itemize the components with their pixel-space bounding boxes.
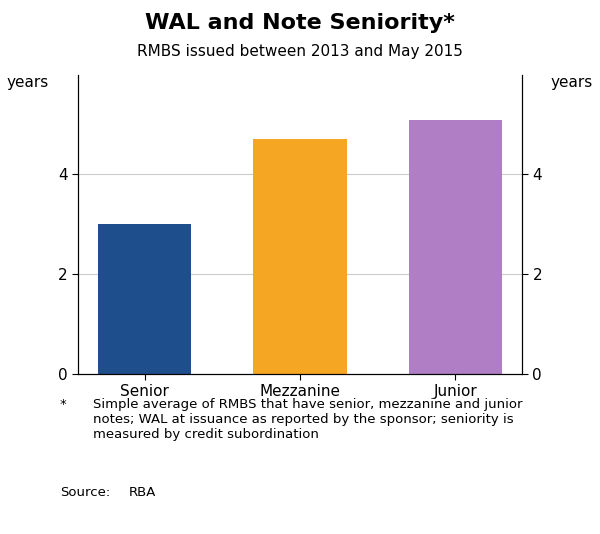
Text: years: years [551, 75, 593, 90]
Text: Source:: Source: [60, 486, 110, 499]
Text: years: years [7, 75, 49, 90]
Text: RMBS issued between 2013 and May 2015: RMBS issued between 2013 and May 2015 [137, 44, 463, 59]
Bar [253, 138, 347, 374]
Bar [98, 224, 191, 374]
Bar [409, 120, 502, 374]
Text: WAL and Note Seniority*: WAL and Note Seniority* [145, 13, 455, 33]
Text: *: * [60, 398, 67, 411]
Text: Simple average of RMBS that have senior, mezzanine and junior
notes; WAL at issu: Simple average of RMBS that have senior,… [93, 398, 523, 441]
Text: RBA: RBA [129, 486, 157, 499]
